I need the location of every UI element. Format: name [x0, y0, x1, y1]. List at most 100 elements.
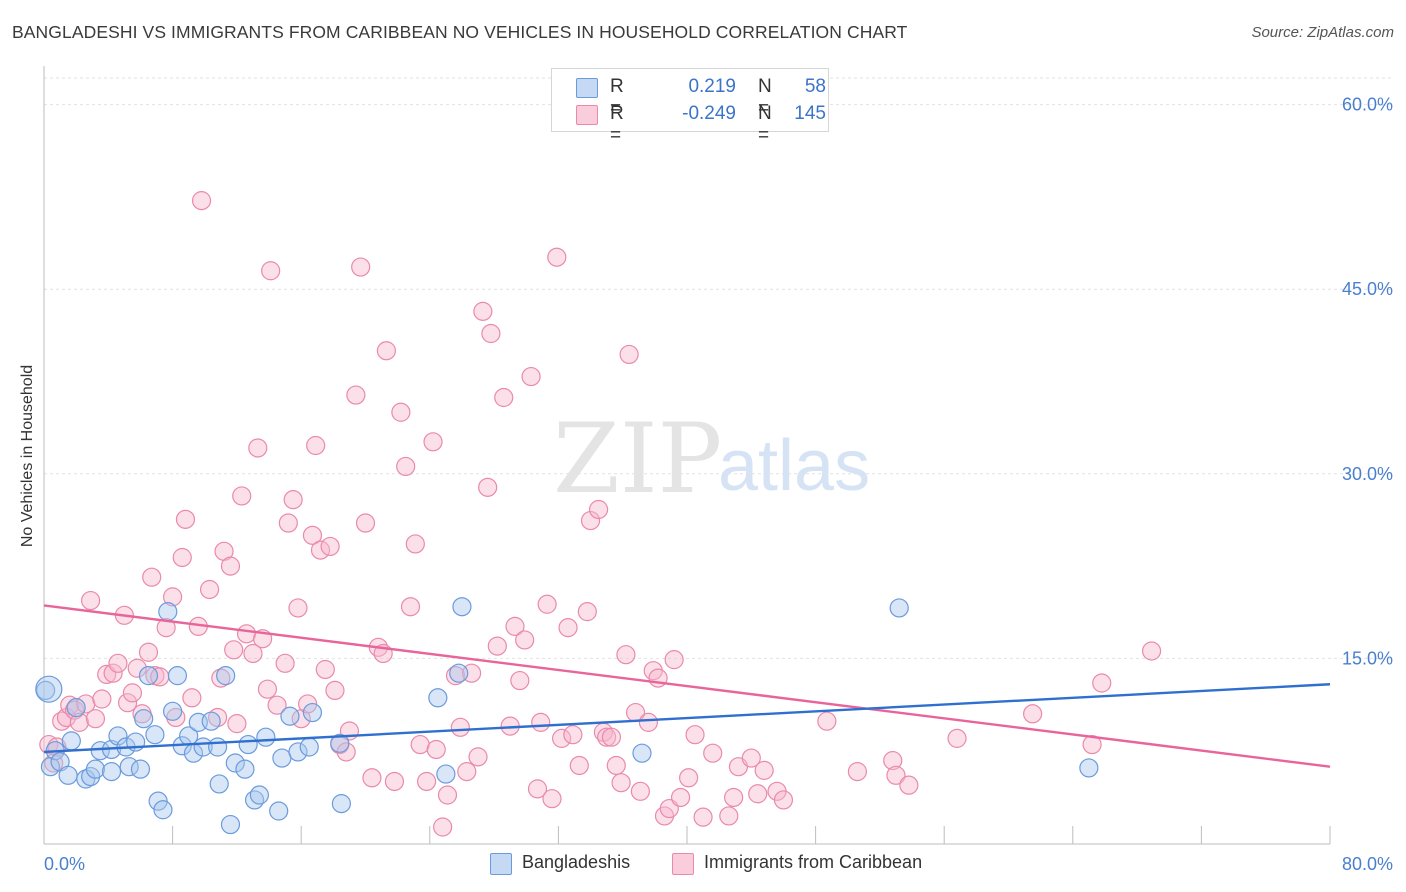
- caribbean-point: [163, 587, 183, 607]
- caribbean-point: [611, 773, 631, 793]
- bangladeshi-point: [302, 702, 323, 723]
- bangladeshi-point: [35, 675, 63, 703]
- caribbean-point: [478, 477, 498, 497]
- bangladeshi-trend-line: [43, 683, 1331, 754]
- bangladeshi-point: [436, 764, 456, 784]
- caribbean-point: [748, 784, 768, 804]
- caribbean-point: [288, 598, 308, 618]
- caribbean-point: [227, 714, 247, 734]
- bangladeshi-point: [167, 666, 188, 686]
- caribbean-point: [362, 768, 382, 788]
- caribbean-point: [69, 712, 89, 732]
- caribbean-point: [450, 717, 470, 737]
- caribbean-point: [899, 775, 919, 795]
- correlation-legend: R = 0.219 N = 58 R = -0.249 N = 145: [551, 68, 829, 146]
- bangladeshi-point: [153, 800, 173, 820]
- bangladeshi-point: [235, 759, 255, 779]
- caribbean-point: [306, 435, 326, 456]
- bangladeshi-point: [134, 709, 154, 729]
- caribbean-point: [127, 658, 147, 678]
- legend-r-value: 0.219: [688, 76, 736, 97]
- caribbean-point: [664, 650, 684, 670]
- caribbean-point: [817, 711, 837, 731]
- legend-n-value: 145: [794, 103, 826, 124]
- caribbean-point: [1092, 673, 1112, 693]
- caribbean-point: [616, 645, 636, 665]
- caribbean-point: [199, 579, 220, 600]
- caribbean-point: [175, 509, 196, 529]
- caribbean-point: [283, 490, 303, 510]
- caribbean-point: [437, 785, 458, 805]
- bangladeshi-point: [449, 663, 469, 683]
- caribbean-point: [400, 597, 421, 617]
- caribbean-point: [248, 438, 268, 458]
- caribbean-point: [494, 387, 514, 408]
- caribbean-point: [619, 344, 639, 365]
- caribbean-point: [601, 727, 622, 747]
- bangladeshi-point: [238, 734, 258, 755]
- caribbean-point: [85, 709, 106, 729]
- bangladeshi-point: [163, 701, 183, 721]
- caribbean-point: [182, 688, 202, 708]
- caribbean-point: [468, 747, 488, 767]
- caribbean-point: [724, 787, 744, 808]
- bangladeshi-point: [138, 666, 159, 686]
- bangladeshi-point: [220, 814, 241, 835]
- caribbean-point: [670, 787, 691, 808]
- caribbean-point: [886, 765, 906, 785]
- caribbean-trend-line: [43, 604, 1331, 768]
- y-tick-label: 15.0%: [1342, 648, 1393, 668]
- caribbean-point: [473, 301, 493, 321]
- caribbean-point: [580, 510, 601, 531]
- watermark-zip: ZIP: [553, 403, 722, 515]
- bangladeshi-point: [158, 602, 178, 622]
- bangladeshi-point: [299, 737, 319, 757]
- caribbean-point: [487, 636, 507, 656]
- caribbean-point: [531, 712, 551, 732]
- legend-swatch-blue: [576, 78, 598, 98]
- caribbean-point: [510, 670, 530, 691]
- bangladeshi-point: [58, 765, 78, 785]
- caribbean-point: [537, 594, 557, 614]
- y-tick-label: 60.0%: [1342, 95, 1393, 115]
- caribbean-point: [236, 624, 257, 644]
- caribbean-point: [515, 630, 535, 650]
- caribbean-point: [1023, 704, 1043, 724]
- caribbean-point: [542, 789, 562, 809]
- y-tick-label: 45.0%: [1342, 279, 1393, 299]
- caribbean-point: [278, 513, 298, 533]
- y-tick-label: 30.0%: [1342, 464, 1393, 484]
- bangladeshi-point: [130, 759, 151, 779]
- caribbean-point: [310, 540, 331, 560]
- caribbean-point: [405, 534, 425, 554]
- watermark-atlas: atlas: [718, 426, 870, 506]
- caribbean-point: [577, 602, 597, 622]
- bangladeshi-point: [101, 762, 122, 782]
- caribbean-point: [224, 640, 244, 660]
- bottom-legend-label: Bangladeshis: [522, 852, 631, 872]
- bangladeshi-point: [61, 731, 81, 751]
- caribbean-point: [376, 341, 396, 361]
- caribbean-point: [261, 261, 281, 281]
- caribbean-point: [138, 642, 159, 662]
- bangladeshi-point: [889, 598, 909, 618]
- x-tick-label: 0.0%: [44, 854, 85, 874]
- caribbean-point: [563, 725, 583, 745]
- y-axis-label: No Vehicles in Household: [19, 364, 36, 548]
- bangladeshi-point: [272, 748, 292, 768]
- caribbean-point: [191, 191, 212, 211]
- bangladeshi-point: [216, 666, 236, 686]
- caribbean-point: [232, 486, 252, 506]
- caribbean-point: [754, 760, 774, 780]
- caribbean-point: [606, 755, 626, 776]
- caribbean-point: [588, 499, 609, 520]
- caribbean-point: [142, 567, 162, 587]
- caribbean-point: [315, 659, 335, 680]
- caribbean-point: [122, 683, 143, 703]
- caribbean-point: [391, 402, 411, 422]
- bangladeshi-point: [36, 680, 56, 701]
- bangladeshi-point: [269, 801, 289, 821]
- bangladeshi-point: [428, 688, 448, 708]
- bangladeshi-point: [452, 597, 472, 617]
- legend-n-label: N =: [758, 76, 772, 119]
